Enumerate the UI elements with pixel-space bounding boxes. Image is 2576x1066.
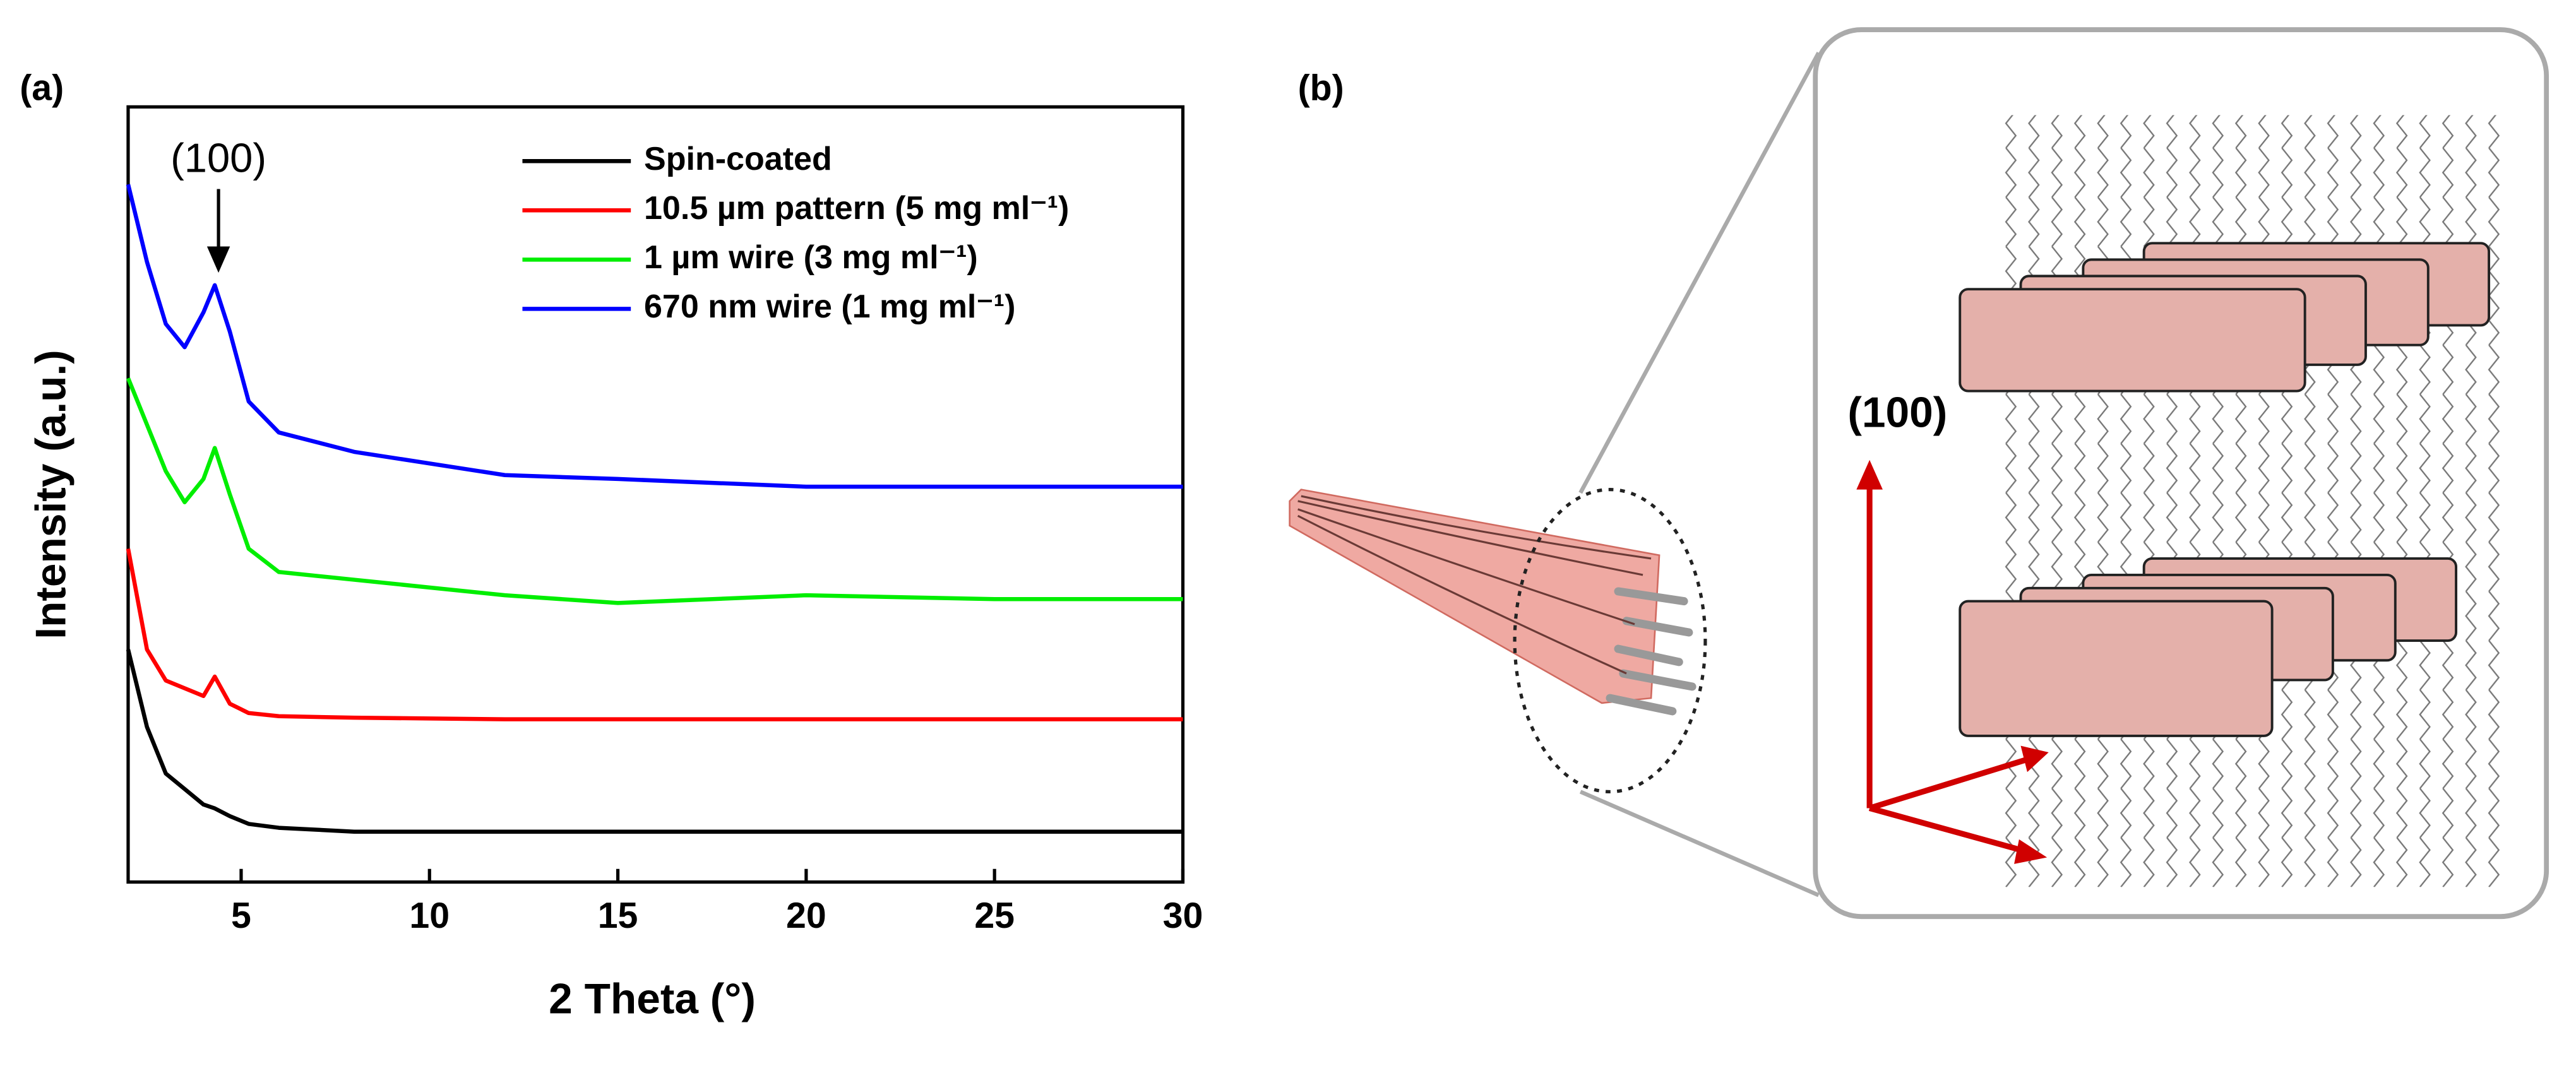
- plot-frame: [126, 105, 1185, 884]
- alkyl-chains: [1996, 115, 2506, 887]
- zoom-line: [1579, 790, 1820, 897]
- x-tick-label: 25: [974, 896, 1015, 936]
- axes-arrows: [1856, 459, 2049, 864]
- panel-label: (b): [1298, 68, 1344, 108]
- annotation: (100): [170, 134, 266, 181]
- series-line: [126, 184, 1183, 489]
- x-tick-label: 5: [231, 896, 251, 936]
- series-line: [126, 548, 1183, 721]
- nanowire-strands: [1297, 495, 1652, 675]
- y-axis-label: Intensity (a.u.): [28, 350, 75, 639]
- zoom-line: [1578, 51, 1821, 494]
- x-tick-label: 10: [409, 896, 450, 936]
- x-tick-label: 20: [786, 896, 826, 936]
- panel-label: (a): [20, 68, 64, 108]
- diagram: (100): [1289, 27, 2549, 920]
- legend-label: 1 µm wire (3 mg ml⁻¹): [644, 239, 978, 276]
- legend-label: 670 nm wire (1 mg ml⁻¹): [644, 288, 1015, 325]
- stack-bottom: [1959, 557, 2458, 737]
- x-tick-label: 15: [598, 896, 638, 936]
- axis-label: (100): [1847, 389, 1947, 436]
- legend-label: 10.5 µm pattern (5 mg ml⁻¹): [644, 190, 1069, 227]
- series-line: [126, 377, 1183, 605]
- zoom-ellipse: [1513, 488, 1707, 794]
- nanowire: [1289, 489, 1661, 704]
- annotation-arrowhead: [206, 246, 230, 273]
- x-tick-label: 30: [1163, 896, 1203, 936]
- legend-label: Spin-coated: [644, 141, 832, 177]
- stack-top: [1959, 242, 2491, 393]
- nanowire-rods: [1606, 587, 1696, 716]
- x-axis-label: 2 Theta (°): [549, 975, 756, 1022]
- series-line: [126, 649, 1183, 834]
